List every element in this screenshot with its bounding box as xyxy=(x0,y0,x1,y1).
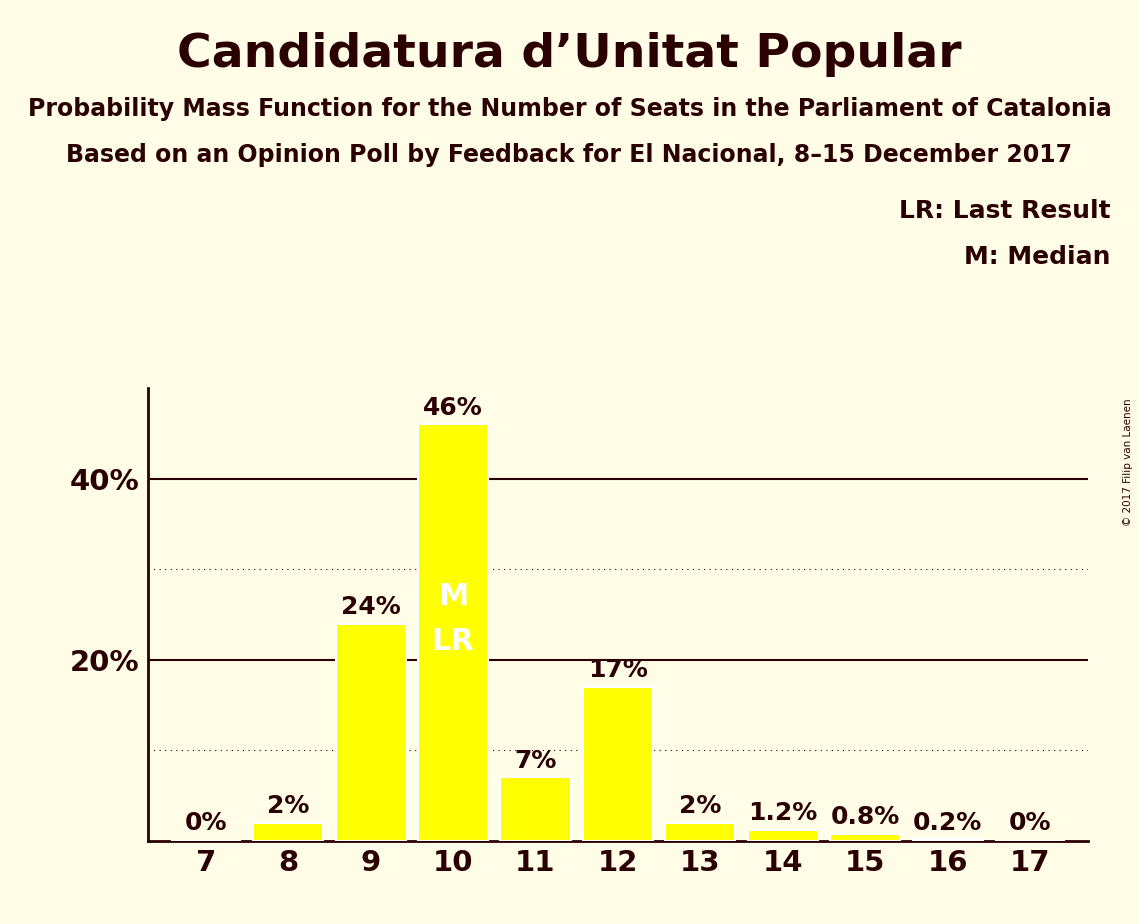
Text: 46%: 46% xyxy=(424,395,483,419)
Text: 2%: 2% xyxy=(267,795,310,819)
Text: M: M xyxy=(437,582,468,611)
Bar xyxy=(583,687,653,841)
Bar xyxy=(418,424,489,841)
Bar xyxy=(830,833,900,841)
Text: LR: LR xyxy=(432,627,475,656)
Text: Probability Mass Function for the Number of Seats in the Parliament of Catalonia: Probability Mass Function for the Number… xyxy=(27,97,1112,121)
Text: 0.2%: 0.2% xyxy=(913,810,982,834)
Text: LR: Last Result: LR: Last Result xyxy=(899,199,1111,223)
Text: M: Median: M: Median xyxy=(964,245,1111,269)
Bar xyxy=(336,624,405,841)
Text: 0%: 0% xyxy=(185,811,227,835)
Bar xyxy=(665,822,736,841)
Text: 2%: 2% xyxy=(679,795,721,819)
Bar xyxy=(253,822,323,841)
Text: Candidatura d’Unitat Popular: Candidatura d’Unitat Popular xyxy=(178,32,961,78)
Text: Based on an Opinion Poll by Feedback for El Nacional, 8–15 December 2017: Based on an Opinion Poll by Feedback for… xyxy=(66,143,1073,167)
Text: 0.8%: 0.8% xyxy=(830,805,900,829)
Text: 24%: 24% xyxy=(341,595,401,619)
Bar xyxy=(912,839,983,841)
Text: 1.2%: 1.2% xyxy=(748,801,818,825)
Text: 7%: 7% xyxy=(515,749,557,772)
Text: 0%: 0% xyxy=(1009,811,1051,835)
Bar xyxy=(747,830,818,841)
Text: © 2017 Filip van Laenen: © 2017 Filip van Laenen xyxy=(1123,398,1133,526)
Bar xyxy=(500,777,571,841)
Text: 17%: 17% xyxy=(588,659,648,682)
